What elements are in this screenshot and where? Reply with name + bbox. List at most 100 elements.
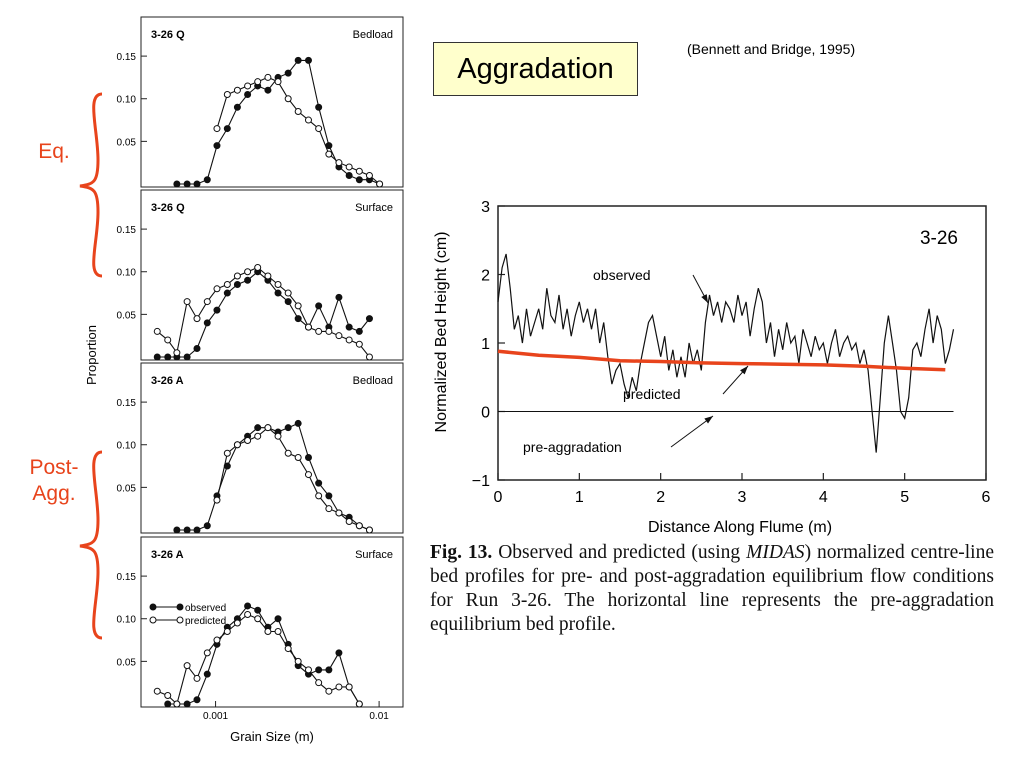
point-observed [294,56,302,64]
point-observed [183,180,191,188]
y-tick-label: 0.05 [117,137,137,148]
annotation-arrowhead [704,416,713,424]
x-tick-label: 0.01 [369,711,389,722]
point-predicted [254,432,262,440]
point-observed [335,293,343,301]
point-predicted [233,619,241,627]
point-predicted [345,336,353,344]
point-predicted [193,674,201,682]
legend-marker [149,616,157,624]
panel-frame [140,16,404,188]
caption-model-name: MIDAS [746,542,805,563]
y-tick-label: 0.15 [117,52,137,63]
point-predicted [284,289,292,297]
profile-x-tick-label: 4 [819,489,828,506]
y-tick-label: 0.05 [117,483,137,494]
point-observed [315,479,323,487]
legend-entry-observed: observed [185,603,226,614]
point-observed [244,90,252,98]
point-predicted [213,125,221,133]
point-predicted [264,272,272,280]
point-predicted [274,432,282,440]
point-predicted [355,167,363,175]
point-predicted [203,298,211,306]
point-predicted [365,171,373,179]
point-predicted [304,666,312,674]
point-observed [315,302,323,310]
profile-x-tick-label: 1 [575,489,584,506]
panel-type-label: Surface [355,549,393,561]
point-predicted [173,700,181,708]
point-observed [284,298,292,306]
slide-title: Aggradation [457,52,614,85]
point-predicted [233,86,241,94]
y-tick-label: 0.05 [117,657,137,668]
profile-y-tick-label: 0 [481,405,490,422]
point-predicted [335,159,343,167]
point-predicted [244,436,252,444]
grain-size-axis-label: Grain Size (m) [230,729,314,744]
point-observed [173,526,181,534]
point-observed [264,86,272,94]
point-predicted [355,340,363,348]
profile-series-observed [497,253,955,453]
point-predicted [325,327,333,335]
slide-title-box: Aggradation [433,42,638,96]
point-predicted [315,679,323,687]
brace-post-agg [79,450,103,640]
point-predicted [183,298,191,306]
point-predicted [254,78,262,86]
profile-y-tick-label: −1 [472,473,490,490]
annotation-observed: observed [593,267,651,283]
point-predicted [365,526,373,534]
point-predicted [284,449,292,457]
point-observed [183,700,191,708]
point-observed [284,424,292,432]
profile-x-tick-label: 3 [738,489,747,506]
point-predicted [213,496,221,504]
point-predicted [223,628,231,636]
point-observed [294,419,302,427]
panel-3: 3-26 A Bedload 0.05 0.10 0.15 [117,362,404,534]
annotation-arrowhead [740,366,748,375]
panel-type-label: Surface [355,202,393,214]
panel-frame [140,362,404,534]
annotation-predicted: predicted [623,386,681,402]
point-predicted [264,424,272,432]
panel-frame [140,536,404,708]
point-predicted [335,332,343,340]
panel-run-label: 3-26 A [151,549,184,561]
legend-marker [176,603,184,611]
point-predicted [365,353,373,361]
point-observed [223,289,231,297]
point-predicted [294,302,302,310]
series-line-predicted [216,76,380,185]
profile-series-predicted [497,349,946,372]
profile-layer: 0 1 2 3 4 5 6−101233-26observedpredictedpre-ag… [472,199,991,506]
point-observed [345,323,353,331]
point-observed [193,696,201,704]
y-tick-label: 0.15 [117,398,137,409]
point-predicted [164,691,172,699]
point-observed [223,125,231,133]
point-observed [355,176,363,184]
point-observed [304,56,312,64]
y-tick-label: 0.05 [117,310,137,321]
point-predicted [244,268,252,276]
panel-run-label: 3-26 Q [151,202,185,214]
point-predicted [233,272,241,280]
point-observed [213,142,221,150]
point-observed [203,176,211,184]
point-predicted [244,82,252,90]
point-observed [233,281,241,289]
point-observed [183,353,191,361]
caption-fig-label: Fig. 13. [430,542,493,563]
point-predicted [304,471,312,479]
point-predicted [294,108,302,116]
y-tick-label: 0.15 [117,572,137,583]
y-tick-label: 0.10 [117,441,137,452]
point-observed [315,103,323,111]
point-observed [213,306,221,314]
point-observed [183,526,191,534]
profile-x-tick-label: 6 [982,489,991,506]
